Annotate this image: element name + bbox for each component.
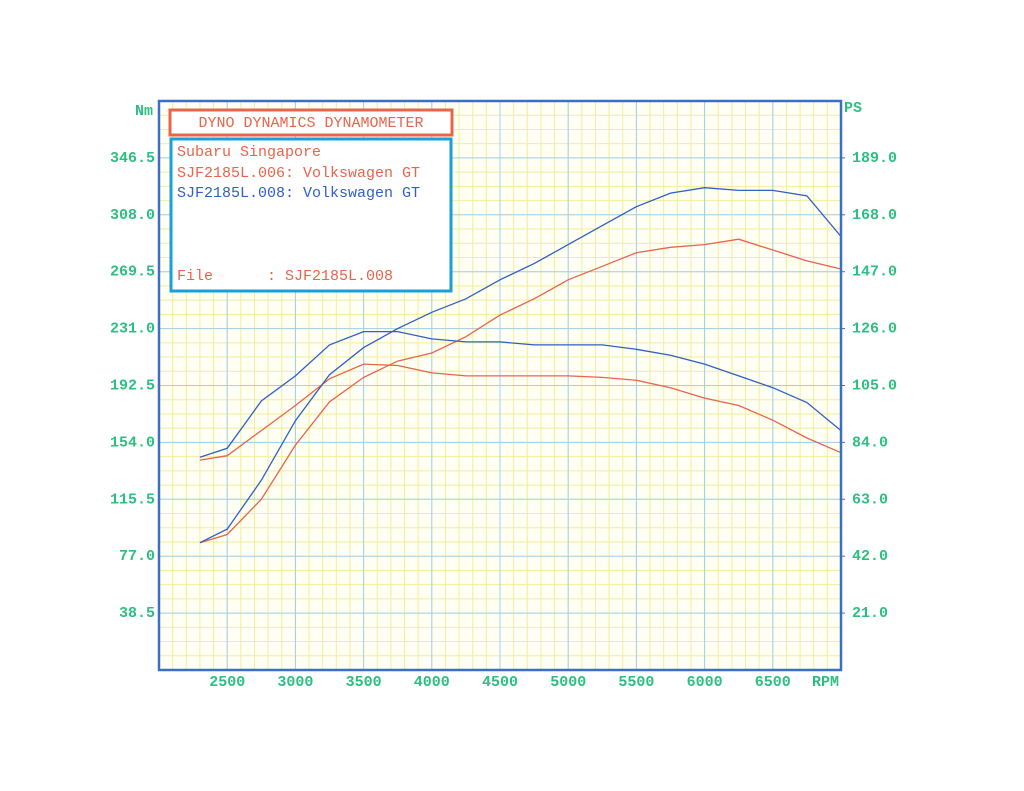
- x-tick-label: 5000: [550, 674, 586, 691]
- y2-tick-label: 21.0: [852, 605, 888, 622]
- title-box: [168, 108, 454, 137]
- lines: [199, 187, 842, 544]
- y2-tick-label: 147.0: [852, 264, 897, 281]
- y2-tick-label: 105.0: [852, 377, 897, 394]
- x-tick-label: 6500: [755, 674, 791, 691]
- legend-entry: SJF2185L.006: Volkswagen GT: [177, 165, 420, 182]
- x-tick-label: 5500: [618, 674, 654, 691]
- y-tick-label: 192.5: [110, 377, 155, 394]
- power-line: [199, 187, 842, 544]
- info-box: [169, 137, 453, 293]
- torque-line: [199, 363, 842, 461]
- y2-axis-label: PS: [844, 100, 862, 117]
- x-tick-label: 6000: [687, 674, 723, 691]
- legend-entry: SJF2185L.008: Volkswagen GT: [177, 185, 420, 202]
- y-axis-label: Nm: [135, 103, 153, 120]
- x-tick-label: 2500: [209, 674, 245, 691]
- y2-tick-label: 84.0: [852, 434, 888, 451]
- y2-tick-label: 63.0: [852, 491, 888, 508]
- power-line: [199, 238, 842, 544]
- y-tick-label: 231.0: [110, 321, 155, 338]
- x-tick-label: 4500: [482, 674, 518, 691]
- y-tick-label: 77.0: [119, 548, 155, 565]
- y-tick-label: 308.0: [110, 207, 155, 224]
- chart-title: DYNO DYNAMICS DYNAMOMETER: [198, 115, 423, 132]
- file-label: File : SJF2185L.008: [177, 268, 393, 285]
- subtitle: Subaru Singapore: [177, 144, 321, 161]
- y-tick-label: 269.5: [110, 264, 155, 281]
- x-tick-label: 4000: [414, 674, 450, 691]
- y-tick-label: 154.0: [110, 434, 155, 451]
- x-tick-label: 3000: [277, 674, 313, 691]
- y-tick-label: 346.5: [110, 150, 155, 167]
- y2-tick-label: 168.0: [852, 207, 897, 224]
- y2-tick-label: 189.0: [852, 150, 897, 167]
- y2-tick-label: 42.0: [852, 548, 888, 565]
- x-tick-label: 3500: [346, 674, 382, 691]
- y2-tick-label: 126.0: [852, 321, 897, 338]
- x-axis-label: RPM: [812, 674, 839, 691]
- y-tick-label: 38.5: [119, 605, 155, 622]
- y-tick-label: 115.5: [110, 491, 155, 508]
- torque-line: [199, 330, 842, 458]
